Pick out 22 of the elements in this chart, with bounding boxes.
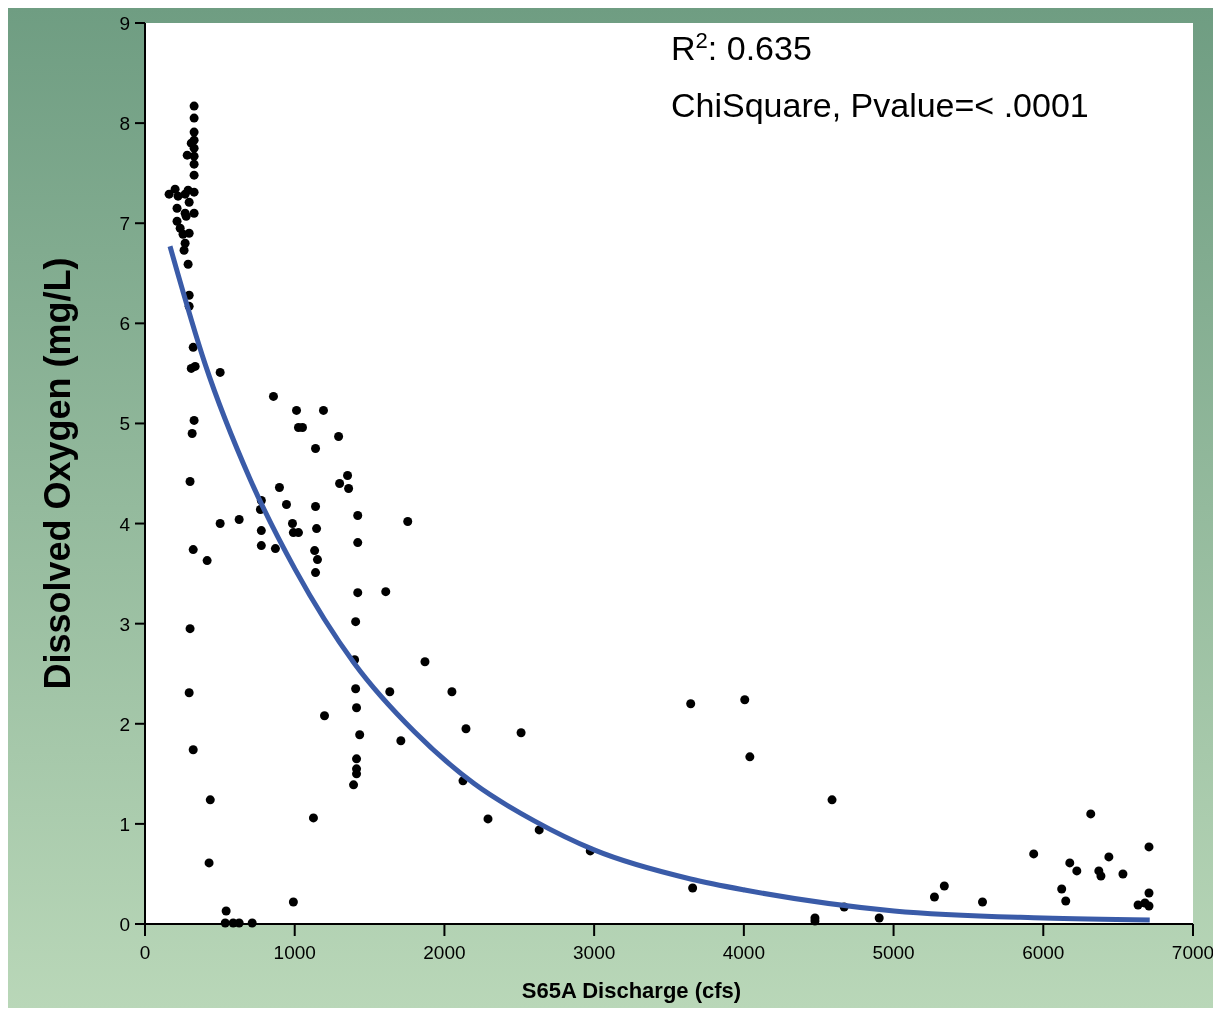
x-tick-label: 6000 — [1022, 942, 1065, 963]
y-axis-title: Dissolved Oxygen (mg/L) — [37, 257, 78, 690]
y-tick-label: 3 — [119, 613, 130, 635]
y-tick-label: 8 — [119, 113, 130, 135]
x-axis-title: S65A Discharge (cfs) — [521, 978, 742, 1003]
y-tick-label: 6 — [119, 313, 130, 335]
y-tick-label: 2 — [119, 713, 130, 735]
y-tick-label: 0 — [119, 914, 130, 935]
y-tick-label: 7 — [119, 213, 130, 235]
x-tick-label: 4000 — [722, 942, 765, 963]
y-tick-label: 5 — [119, 413, 130, 435]
annotation: ChiSquare, Pvalue=< .0001 — [671, 86, 1089, 124]
annotation: R$^{2}$: 0.635 — [671, 27, 812, 67]
y-tick-label: 9 — [119, 13, 130, 34]
y-tick-label: 1 — [119, 813, 130, 835]
x-tick-label: 0 — [139, 942, 151, 963]
y-tick-label: 4 — [119, 513, 131, 535]
x-tick-label: 3000 — [573, 942, 616, 963]
x-tick-label: 2000 — [423, 942, 466, 963]
x-tick-label: 5000 — [872, 942, 915, 963]
x-tick-label: 7000 — [1171, 942, 1215, 963]
x-tick-label: 1000 — [273, 942, 316, 963]
